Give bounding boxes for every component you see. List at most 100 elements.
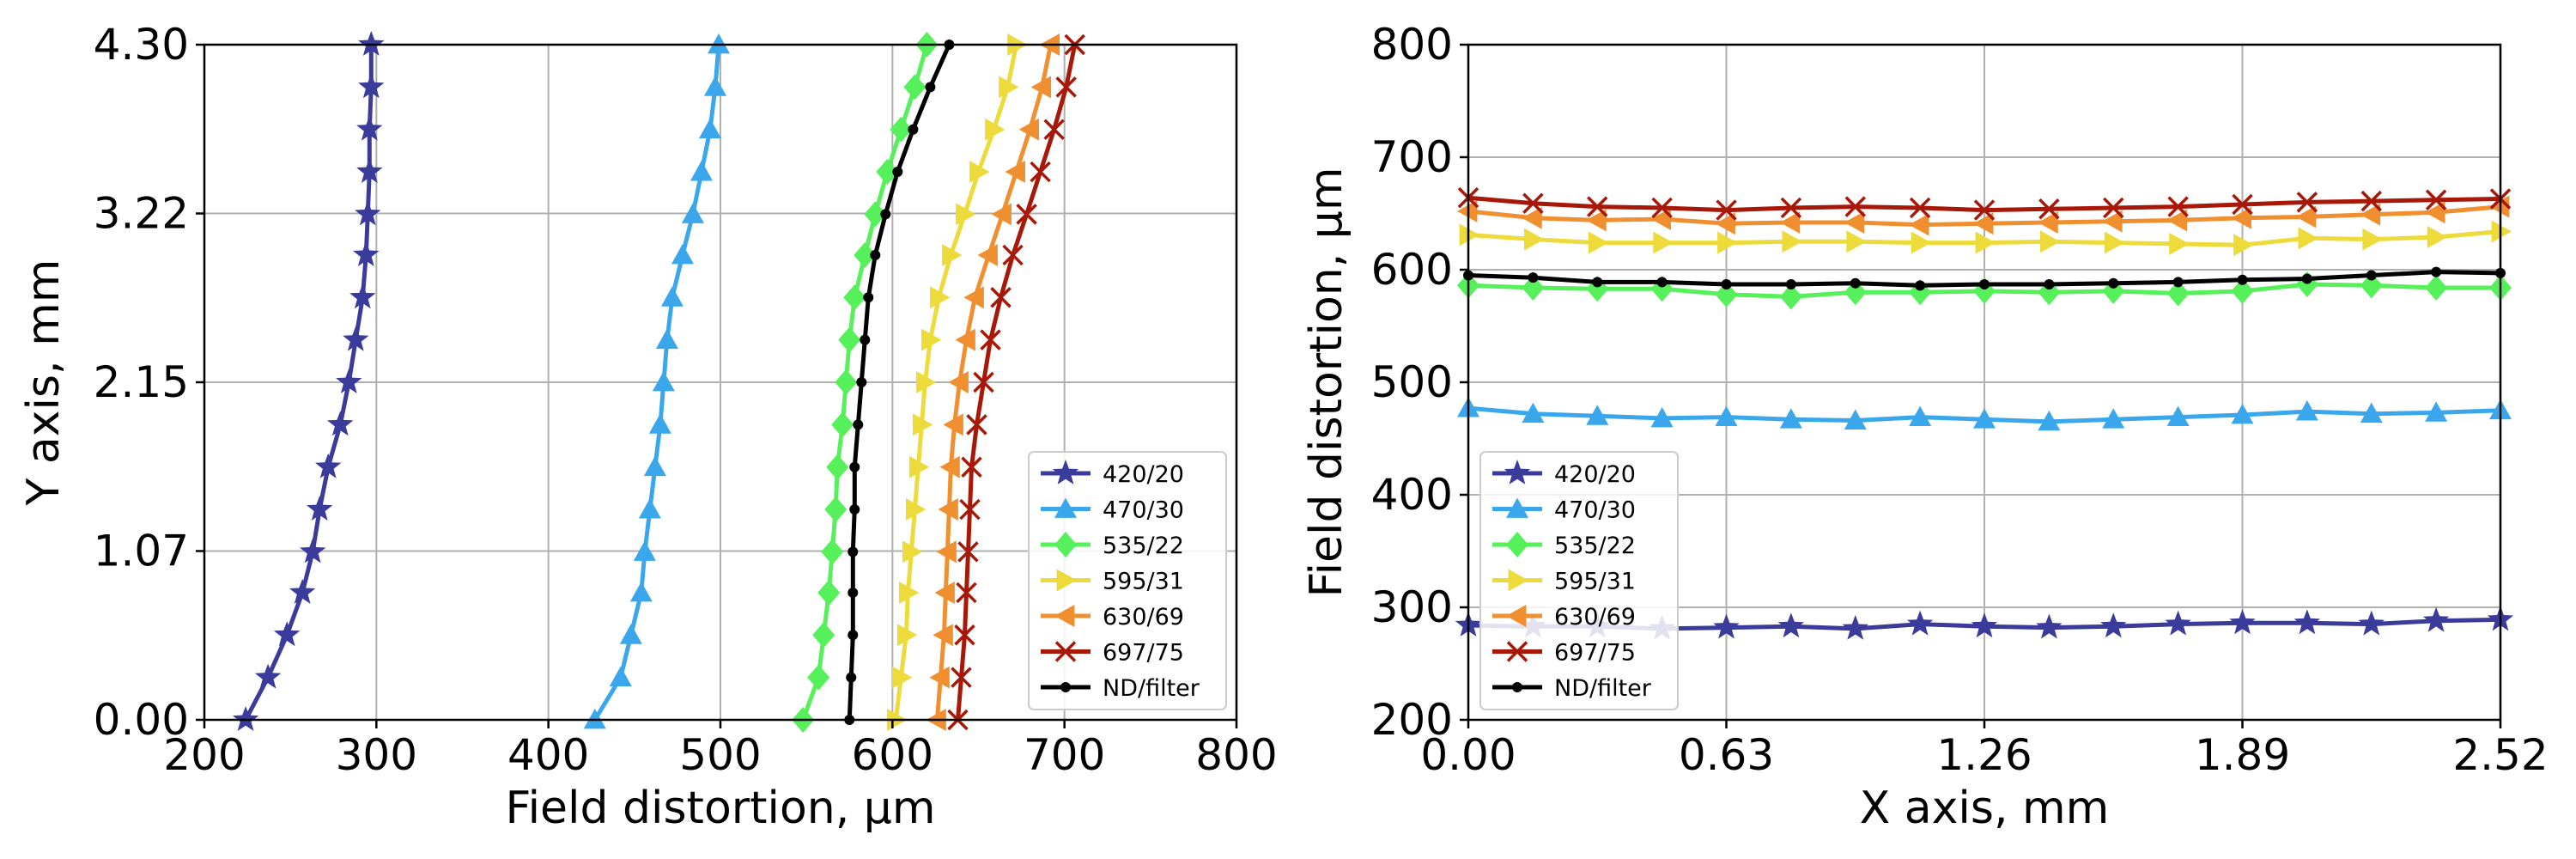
x-tick-label: 400 — [507, 730, 589, 780]
data-point — [826, 454, 849, 480]
series-470-30 — [583, 34, 730, 729]
data-point — [1909, 405, 1932, 427]
legend-entry: 470/30 — [1492, 497, 1636, 524]
series-ND-filter — [844, 40, 955, 725]
legend-entry: ND/filter — [1041, 675, 1200, 702]
data-point — [1653, 231, 1674, 254]
data-point — [908, 124, 919, 135]
legend-marker — [1506, 532, 1528, 557]
data-point — [2425, 401, 2448, 422]
series-595-31 — [1459, 220, 2512, 257]
data-point — [629, 581, 653, 602]
y-tick-label: 0.00 — [94, 695, 189, 745]
x-tick-label: 2.52 — [2452, 730, 2548, 780]
data-point — [2100, 612, 2127, 638]
legend-marker — [1512, 682, 1522, 692]
data-point — [876, 159, 899, 186]
data-point — [880, 209, 891, 220]
data-point — [1522, 274, 1545, 301]
data-point — [1528, 272, 1539, 283]
chart-left-y-profile: 200 300 400 500 600 700 800 0.00 1.07 2.15 3.22 4.3… — [18, 20, 1278, 834]
data-point — [2491, 220, 2512, 243]
data-point — [902, 540, 923, 564]
data-point — [2172, 277, 2184, 288]
data-point — [921, 328, 942, 351]
right-x-axis-title: X axis, mm — [1860, 783, 2110, 834]
data-point — [990, 287, 1012, 308]
legend-marker — [1506, 641, 1528, 662]
data-point — [2231, 277, 2254, 304]
y-tick-label: 200 — [1371, 695, 1453, 745]
data-point — [856, 377, 867, 387]
data-point — [2169, 232, 2190, 255]
y-tick-label: 2.15 — [94, 357, 189, 407]
legend-entry: 595/31 — [1041, 569, 1184, 595]
legend-entry: 535/22 — [1041, 532, 1184, 559]
data-point — [951, 667, 972, 688]
data-point — [948, 371, 969, 393]
data-point — [2104, 231, 2125, 254]
data-point — [1844, 279, 1867, 306]
data-point — [849, 504, 860, 515]
data-point — [853, 419, 864, 430]
data-point — [846, 672, 857, 683]
data-point — [969, 161, 990, 184]
data-point — [343, 326, 369, 351]
left-x-axis-title: Field distortion, µm — [505, 783, 935, 834]
legend-marker — [1052, 460, 1079, 484]
data-point — [835, 369, 858, 395]
data-point — [2103, 197, 2124, 219]
legend-label: 470/30 — [1103, 497, 1184, 524]
data-point — [2102, 408, 2125, 429]
data-point — [1973, 212, 1994, 235]
data-point — [985, 118, 1005, 141]
legend-label: 470/30 — [1554, 497, 1636, 524]
y-tick-label: 1.07 — [94, 527, 189, 576]
data-point — [1842, 614, 1868, 640]
data-point — [307, 496, 333, 521]
data-point — [905, 498, 927, 521]
data-point — [1779, 283, 1802, 310]
data-point — [707, 34, 730, 54]
data-point — [912, 413, 933, 436]
data-point — [1523, 228, 1545, 251]
legend-entry: 470/30 — [1041, 497, 1184, 524]
x-tick-label: 300 — [336, 730, 417, 780]
data-point — [1588, 231, 1609, 254]
legend-label: ND/filter — [1554, 675, 1652, 702]
data-point — [643, 455, 666, 477]
legend-label: 630/69 — [1103, 604, 1184, 631]
data-point — [1909, 197, 1931, 219]
data-point — [2301, 273, 2312, 284]
data-point — [336, 369, 362, 393]
data-point — [864, 201, 887, 228]
right-series-group — [1455, 186, 2514, 640]
data-point — [358, 73, 385, 99]
data-point — [930, 286, 951, 309]
data-point — [2366, 270, 2377, 281]
data-point — [356, 158, 383, 183]
data-point — [232, 706, 259, 731]
data-point — [2360, 272, 2383, 299]
data-point — [2166, 405, 2190, 427]
data-point — [1522, 206, 1542, 229]
data-point — [980, 329, 1001, 350]
data-point — [315, 453, 342, 478]
data-point — [355, 200, 381, 226]
series-420-20 — [232, 31, 385, 731]
data-point — [1457, 199, 1478, 222]
legend-entry: 630/69 — [1492, 604, 1636, 631]
data-point — [2038, 410, 2061, 431]
x-tick-label: 700 — [1024, 730, 1105, 780]
data-point — [1055, 76, 1077, 98]
data-point — [1587, 196, 1608, 217]
data-point — [1844, 409, 1867, 430]
data-point — [2165, 610, 2191, 636]
data-point — [824, 497, 848, 523]
data-point — [934, 581, 955, 604]
legend-entry: 420/20 — [1492, 460, 1636, 488]
data-point — [999, 76, 1019, 99]
data-point — [1713, 613, 1740, 639]
data-point — [1777, 612, 1805, 638]
legend-marker — [1054, 497, 1077, 518]
